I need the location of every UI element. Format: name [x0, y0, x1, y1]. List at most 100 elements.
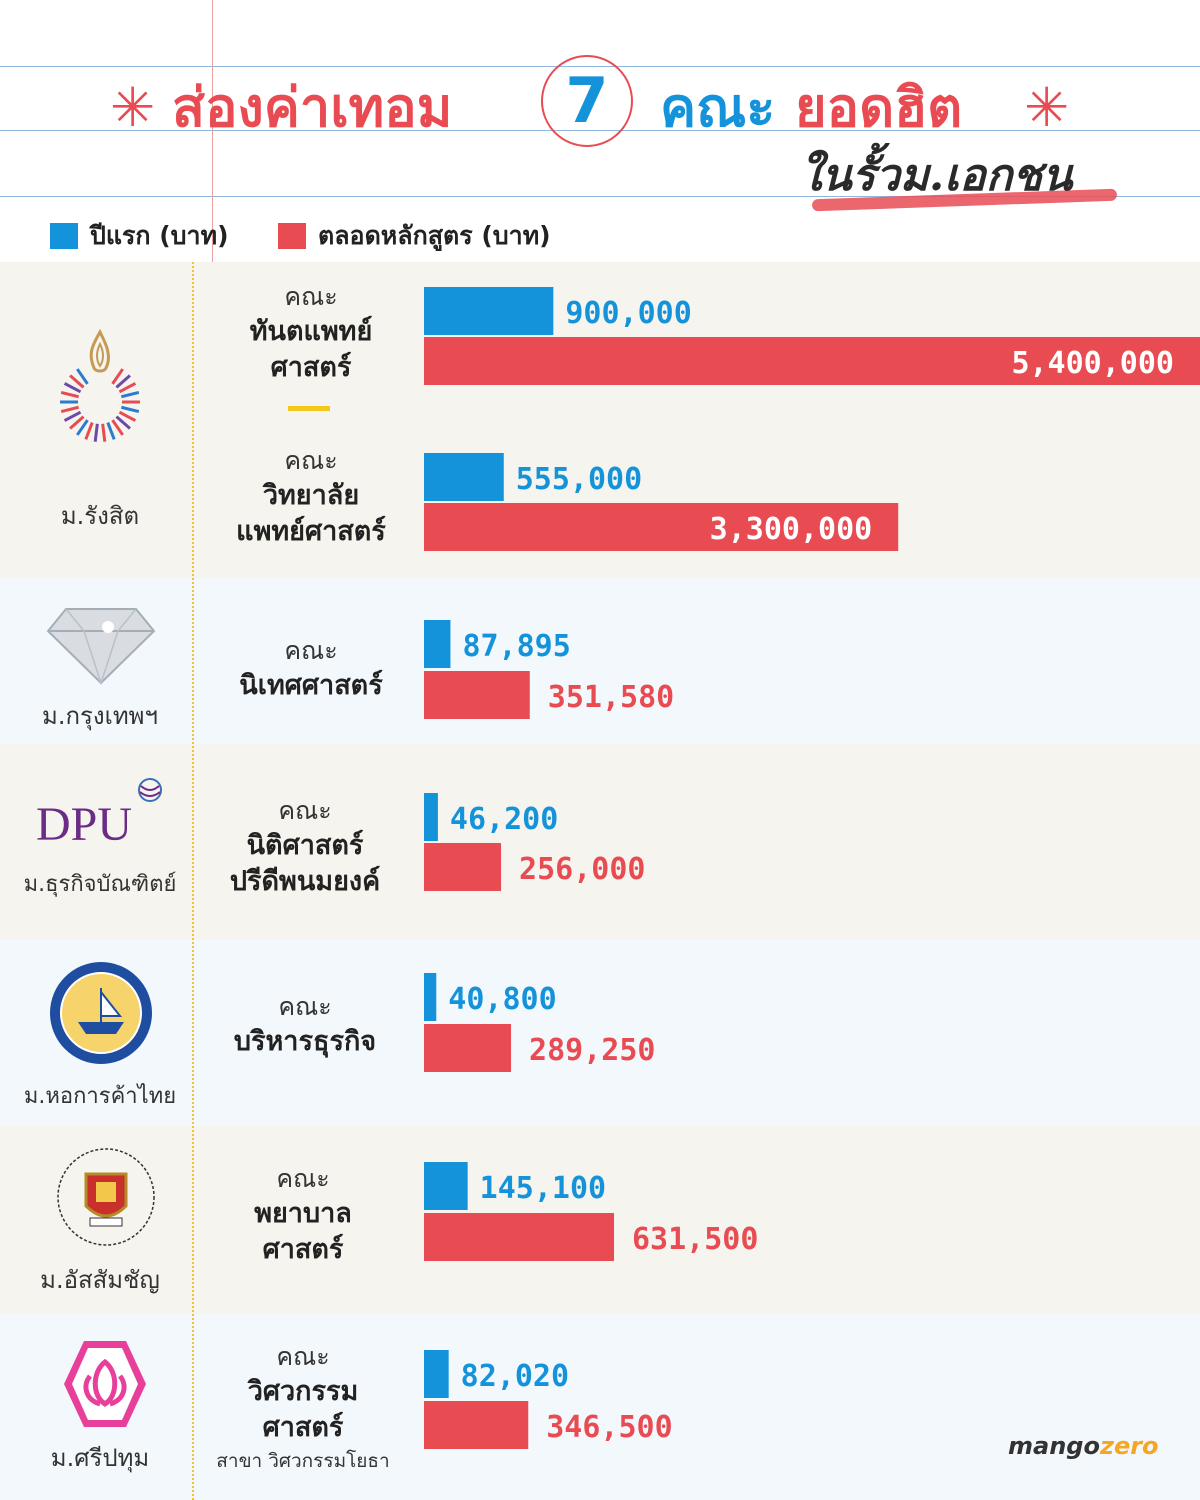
faculty-name: บริหารธุรกิจ [233, 1026, 377, 1057]
value-label-first-year: 145,100 [480, 1171, 606, 1206]
value-label-first-year: 900,000 [565, 296, 691, 331]
bar-first-year [424, 793, 438, 841]
faculty-prefix: คณะ [276, 1342, 330, 1371]
faculty-name: ศาสตร์ [270, 352, 352, 383]
page-subtitle: ในรั้วม.เอกชน [800, 150, 1073, 201]
value-label-total: 631,500 [632, 1222, 758, 1257]
dotted-divider [192, 262, 194, 1500]
asterisk-icon: ✳ [1024, 76, 1070, 139]
band-dpu [0, 744, 1200, 940]
page-title: ✳ ส่องค่าเทอม คณะ ยอดฮิต ✳ [0, 68, 1200, 148]
bar-first-year [424, 973, 437, 1021]
value-label-first-year: 46,200 [450, 802, 558, 837]
faculty-label: คณะ บริหารธุรกิจ [190, 990, 420, 1060]
university-name: ม.อัสสัมชัญ [40, 1266, 160, 1294]
faculty-prefix: คณะ [284, 282, 338, 311]
title-part-3: คณะ [660, 76, 776, 139]
faculty-name: วิทยาลัย [262, 480, 360, 511]
faculty-prefix: คณะ [284, 446, 338, 475]
bar-first-year [424, 620, 451, 668]
bar-total [424, 843, 502, 891]
faculty-name: ศาสตร์ [262, 1412, 344, 1443]
bar-total [424, 1401, 529, 1449]
faculty-name: พยาบาล [254, 1198, 352, 1229]
value-label-total: 256,000 [519, 852, 645, 887]
logo-ray [118, 410, 137, 422]
dpu-logo-text: DPU [36, 798, 132, 850]
faculty-name: ศาสตร์ [262, 1234, 344, 1265]
faculty-name: นิเทศศาสตร์ [239, 670, 383, 701]
faculty-prefix: คณะ [278, 992, 332, 1021]
logo-ray [69, 415, 85, 430]
bar-total [424, 1213, 614, 1261]
logo-ray [76, 368, 89, 385]
legend-label: ตลอดหลักสูตร (บาท) [318, 221, 551, 250]
brand-accent: zero [1099, 1432, 1159, 1460]
faculty-label: คณะ พยาบาล ศาสตร์ [188, 1162, 418, 1268]
assumption-crest-icon [52, 1146, 160, 1248]
bar-first-year [424, 453, 504, 501]
university-name: ม.ธุรกิจบัณฑิตย์ [23, 872, 177, 897]
legend-label: ปีแรก (บาท) [90, 221, 229, 250]
brand-logo: mangozero [1008, 1432, 1159, 1460]
ruled-line [0, 196, 1200, 197]
lotus-hexagon-logo-icon [62, 1338, 148, 1430]
logo-ray [69, 374, 85, 389]
logo-ray [115, 415, 131, 430]
band-sripatum [0, 1314, 1200, 1500]
logo-ray [93, 423, 99, 442]
university-name: ม.รังสิต [60, 502, 140, 530]
margin-line [212, 0, 213, 262]
diamond-logo-icon [46, 605, 156, 686]
value-label-first-year: 40,800 [448, 982, 556, 1017]
value-label-total: 5,400,000 [1011, 346, 1174, 381]
legend-swatch-red [278, 223, 306, 249]
bar-first-year [424, 1350, 449, 1398]
asterisk-icon: ✳ [110, 76, 156, 139]
value-label-first-year: 82,020 [461, 1359, 569, 1394]
bar-first-year [424, 1162, 468, 1210]
title-number-circle: 7 [541, 55, 633, 147]
logo-ray [60, 390, 79, 399]
value-label-total: 346,500 [546, 1410, 672, 1445]
separator-dash [288, 406, 330, 411]
bar-total [424, 503, 899, 551]
legend-first-year: ปีแรก (บาท) [50, 218, 229, 254]
dpu-logo-icon: DPU [36, 776, 166, 851]
bar-first-year [424, 287, 554, 335]
band-utcc [0, 940, 1200, 1126]
band-bangkok [0, 578, 1200, 744]
faculty-name: แพทย์ศาสตร์ [236, 516, 386, 547]
faculty-label: คณะ วิศวกรรม ศาสตร์ สาขา วิศวกรรมโยธา [188, 1340, 418, 1476]
logo-ray [106, 422, 116, 440]
value-label-total: 3,300,000 [710, 512, 873, 547]
faculty-label: คณะ ทันตแพทย์ ศาสตร์ [196, 280, 426, 386]
utcc-seal-icon [48, 960, 154, 1066]
faculty-label: คณะ นิติศาสตร์ ปรีดีพนมยงค์ [190, 794, 420, 900]
university-name: ม.ศรีปทุม [50, 1444, 150, 1472]
faculty-prefix: คณะ [284, 636, 338, 665]
university-name: ม.หอการค้าไทย [23, 1084, 177, 1109]
bar-total [424, 671, 530, 719]
bar-total [424, 1024, 512, 1072]
logo-ray [76, 419, 89, 436]
faculty-name: ปรีดีพนมยงค์ [229, 866, 381, 897]
title-part-4: ยอดฮิต [795, 76, 963, 139]
bar-total [424, 337, 1200, 385]
logo-ray [111, 368, 124, 385]
logo-ray [121, 405, 140, 414]
logo-ray [60, 405, 79, 414]
value-label-total: 351,580 [548, 680, 674, 715]
logo-ray [115, 374, 131, 389]
value-label-first-year: 555,000 [516, 462, 642, 497]
logo-ray [63, 382, 82, 394]
logo-ray [118, 382, 137, 394]
logo-ray [63, 410, 82, 422]
faculty-prefix: คณะ [276, 1164, 330, 1193]
faculty-name: นิติศาสตร์ [246, 830, 364, 861]
legend-total: ตลอดหลักสูตร (บาท) [278, 218, 551, 254]
faculty-label: คณะ นิเทศศาสตร์ [196, 634, 426, 704]
logo-ray [84, 422, 94, 440]
value-label-first-year: 87,895 [462, 629, 570, 664]
faculty-name: วิศวกรรม [247, 1376, 359, 1407]
